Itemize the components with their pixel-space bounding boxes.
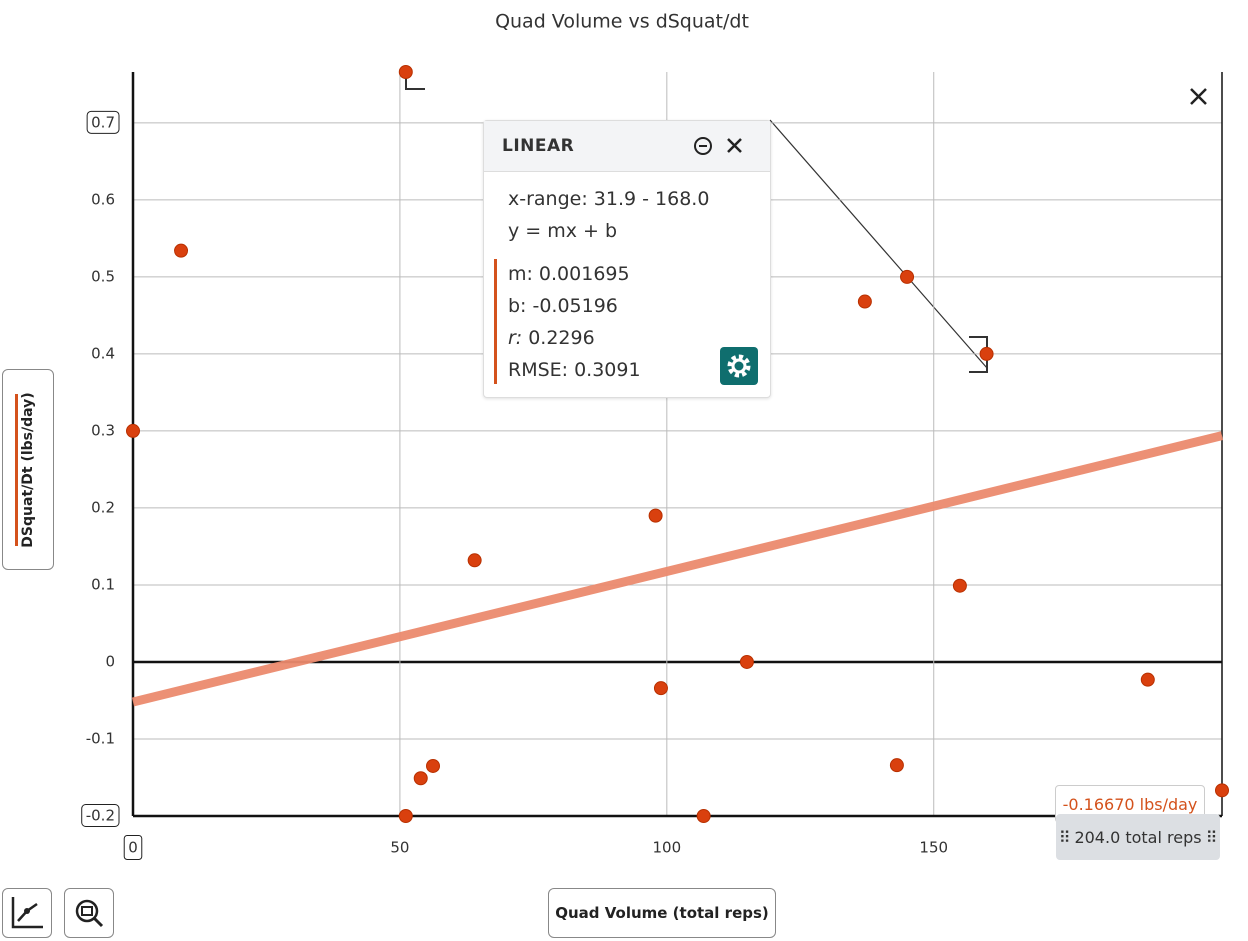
param-label: m: [508,263,533,285]
param-row: m: 0.001695 [508,263,630,285]
y-tick-label: 0 [105,652,115,670]
x-range: x-range: 31.9 - 168.0 [508,188,710,210]
zoom-button[interactable] [64,888,114,938]
regression-panel: LINEAR x-range: 31.9 - 168.0 y = mx + b … [483,120,771,398]
point [1140,672,1155,687]
tick-box [86,110,120,134]
y-tick-label: 0.1 [91,575,115,593]
tick-box [123,835,143,860]
point [174,243,189,258]
y-axis-label: DSquat/Dt (lbs/day) [20,392,36,548]
param-label: RMSE: [508,359,569,381]
chart-title: Quad Volume vs dSquat/dt [495,11,749,33]
y-tick-label: 0.6 [91,190,115,208]
panel-title: LINEAR [502,136,575,156]
bracket [405,76,425,90]
param-value: 0.001695 [538,263,630,285]
param-value: -0.05196 [532,295,618,317]
param-label: r: [508,327,523,349]
x-axis-label[interactable]: Quad Volume (total reps) [548,888,776,938]
tick-box [81,804,120,827]
point [467,553,482,568]
y-tick-label: 0.4 [91,344,115,362]
connector [769,119,988,369]
point [398,809,413,823]
panel-header: LINEAR [484,121,770,172]
regression-line [131,431,1224,707]
point [126,423,140,438]
tooltip-x[interactable]: ⠿ 204.0 total reps ⠿ [1056,814,1220,860]
accent-bar [494,259,497,384]
param-row: RMSE: 0.3091 [508,359,641,381]
param-value: 0.2296 [528,327,595,349]
param-row: r: 0.2296 [508,327,595,349]
point [979,346,994,361]
y-tick-label: -0.2 [86,807,115,825]
x-tick-label: 0 [128,839,138,857]
point [648,508,663,523]
x-tick-label: 150 [919,839,948,857]
y-axis-label-box[interactable]: DSquat/Dt (lbs/day) [2,369,54,570]
point [653,681,668,696]
y-tick-label: 0.2 [91,498,115,516]
point [900,269,915,284]
param-row: b: -0.05196 [508,295,618,317]
y-tick-label: 0.7 [91,113,115,131]
point [889,758,904,773]
point [739,654,754,669]
point [952,578,967,593]
equation: y = mx + b [508,220,618,242]
point [1215,783,1229,798]
x-tick-label: 50 [390,839,409,857]
point [413,771,428,786]
y-tick-label: 0.3 [91,421,115,439]
panel-icons[interactable] [692,134,752,158]
point [398,65,413,79]
param-value: 0.3091 [574,359,641,381]
x-tick-label: 100 [653,839,682,857]
close-icon[interactable] [1190,88,1207,105]
settings-button[interactable] [720,347,758,385]
graph-button[interactable] [2,888,52,938]
y-tick-label: 0.5 [91,267,115,285]
tooltip-x-text: 204.0 total reps [1074,827,1202,847]
y-tick-label: -0.1 [86,729,115,747]
point [857,294,872,309]
point [696,809,711,823]
point [426,758,441,773]
param-label: b: [508,295,527,317]
